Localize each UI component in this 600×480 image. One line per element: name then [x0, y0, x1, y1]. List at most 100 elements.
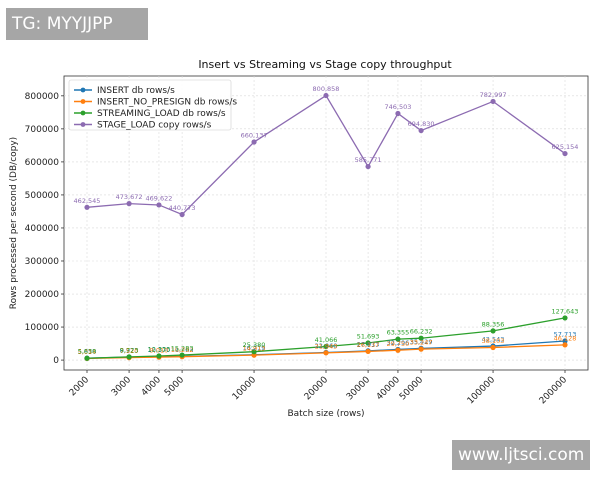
data-point	[395, 110, 401, 117]
data-point	[418, 335, 424, 341]
data-point	[562, 150, 568, 157]
data-point	[179, 352, 185, 358]
data-label: 7,520	[120, 347, 139, 355]
data-label: 38,103	[482, 337, 505, 345]
data-label: 12,333	[148, 346, 171, 354]
legend-swatch-marker	[80, 99, 86, 104]
data-point	[126, 354, 132, 360]
data-label: 41,066	[315, 336, 338, 344]
legend-entry: INSERT db rows/s	[97, 86, 175, 96]
x-tick-label: 50000	[398, 375, 426, 403]
watermark-bottom: www.ljtsci.com	[452, 440, 590, 470]
data-label: 33,247	[410, 339, 433, 347]
x-tick-label: 20000	[303, 375, 331, 403]
data-point	[395, 347, 401, 353]
x-tick-label: 100000	[466, 375, 498, 407]
data-point	[490, 328, 496, 334]
data-label: 440,773	[169, 204, 196, 212]
data-label: 46,128	[554, 334, 577, 342]
data-point	[395, 336, 401, 342]
data-point	[418, 346, 424, 352]
data-label: 57,713	[554, 331, 577, 339]
data-point	[323, 343, 329, 350]
y-tick-label: 300000	[25, 257, 60, 267]
data-point	[156, 202, 162, 208]
legend-entry: STREAMING_LOAD db rows/s	[97, 109, 226, 119]
data-label: 32,296	[387, 339, 410, 347]
legend-swatch-marker	[80, 122, 86, 127]
y-axis-label: Rows processed per second (DB/copy)	[9, 137, 19, 309]
y-tick-label: 500000	[25, 191, 60, 201]
data-point	[365, 163, 371, 170]
data-point	[562, 338, 568, 344]
data-label: 5,014	[78, 348, 97, 356]
x-tick-label: 4000	[140, 375, 163, 398]
x-tick-label: 40000	[375, 375, 403, 403]
x-tick-label: 200000	[538, 375, 570, 407]
data-label: 63,355	[387, 329, 410, 337]
data-label: 694,830	[408, 120, 435, 128]
y-tick-label: 400000	[25, 224, 60, 234]
data-point	[418, 127, 424, 134]
data-label: 10,370	[148, 346, 171, 354]
data-label: 585,771	[355, 156, 382, 164]
x-tick-label: 3000	[110, 375, 133, 398]
data-point	[323, 92, 329, 99]
data-point	[490, 98, 496, 105]
data-point	[365, 348, 371, 355]
data-point	[251, 349, 257, 355]
x-tick-label: 30000	[345, 375, 373, 403]
data-label: 15,283	[171, 345, 194, 353]
x-tick-label: 5000	[163, 375, 186, 398]
data-label: 16,219	[243, 344, 266, 352]
data-point	[156, 353, 162, 359]
data-label: 22,960	[315, 342, 338, 350]
data-point	[562, 315, 568, 321]
data-label: 5,638	[78, 348, 97, 356]
data-label: 51,693	[357, 333, 380, 341]
x-tick-label: 2000	[68, 375, 91, 398]
legend: INSERT db rows/s INSERT_NO_PRESIGN db row…	[68, 79, 237, 131]
y-tick-label: 0	[53, 356, 59, 366]
data-label: 10,232	[171, 346, 194, 354]
legend-entry: STAGE_LOAD copy rows/s	[97, 121, 212, 131]
watermark-top: TG: MYYJJPP	[6, 8, 148, 40]
data-point	[365, 340, 371, 346]
data-point	[126, 201, 132, 207]
data-label: 26,137	[357, 341, 380, 349]
y-tick-label: 800000	[25, 92, 60, 102]
legend-swatch-marker	[80, 87, 86, 93]
data-point	[84, 355, 90, 361]
legend-box	[68, 79, 232, 131]
data-label: 29,750	[387, 340, 410, 348]
data-label: 660,137	[241, 132, 268, 140]
data-label: 625,154	[552, 143, 579, 151]
data-label: 27,913	[357, 340, 380, 348]
legend-entry: INSERT_NO_PRESIGN db rows/s	[97, 98, 237, 108]
data-label: 66,232	[410, 328, 433, 336]
data-label: 9,010	[150, 347, 169, 355]
data-label: 8,973	[120, 347, 139, 355]
data-label: 21,943	[315, 342, 338, 350]
data-point	[179, 211, 185, 218]
data-label: 9,723	[120, 346, 139, 354]
x-axis-label: Batch size (rows)	[287, 409, 364, 419]
data-label: 42,543	[482, 336, 505, 344]
data-label: 473,672	[116, 193, 143, 201]
data-label: 11,263	[171, 346, 194, 354]
data-label: 127,643	[552, 307, 579, 315]
legend-swatch-marker	[80, 110, 86, 116]
data-label: 25,380	[243, 341, 266, 349]
data-label: 746,503	[385, 103, 412, 111]
data-label: 5,850	[78, 348, 97, 356]
data-label: 88,356	[482, 320, 505, 328]
data-label: 800,858	[313, 85, 340, 93]
data-label: 462,545	[74, 197, 101, 205]
x-tick-label: 10000	[231, 375, 259, 403]
data-label: 14,913	[243, 345, 266, 353]
data-point	[490, 344, 496, 351]
data-label: 782,997	[480, 91, 507, 99]
data-point	[251, 139, 257, 145]
data-point	[562, 342, 568, 348]
